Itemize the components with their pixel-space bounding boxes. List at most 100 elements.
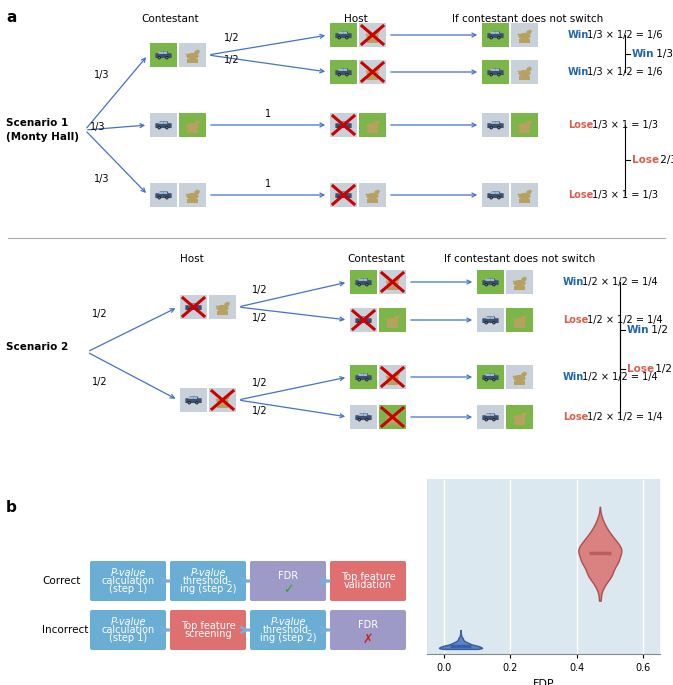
Ellipse shape [366,193,379,199]
Circle shape [491,74,492,75]
Polygon shape [159,121,169,124]
Bar [209,388,236,412]
Polygon shape [397,314,398,316]
Bar [522,381,524,385]
FancyBboxPatch shape [159,121,163,124]
FancyBboxPatch shape [355,280,371,285]
Bar [150,43,177,67]
Bar [367,129,370,133]
Circle shape [485,378,488,382]
Bar [477,405,504,429]
Circle shape [338,126,341,129]
Polygon shape [339,68,349,71]
Polygon shape [359,316,369,319]
Circle shape [339,74,340,75]
Text: P-value: P-value [110,617,146,627]
Bar [225,403,227,408]
Circle shape [366,379,367,380]
Circle shape [359,322,360,323]
Ellipse shape [378,30,380,32]
Bar [520,286,522,290]
FancyBboxPatch shape [335,71,352,75]
Text: ✓: ✓ [283,584,293,597]
Bar [392,323,395,328]
FancyBboxPatch shape [185,306,202,310]
Bar [375,38,378,43]
Bar [522,199,525,203]
Circle shape [338,36,341,40]
Bar [522,75,525,80]
Polygon shape [377,189,378,190]
Bar [395,323,398,328]
Bar [522,323,524,328]
FancyBboxPatch shape [363,414,367,416]
Bar [350,365,377,389]
Bar [330,183,357,207]
Circle shape [493,419,495,421]
Circle shape [346,197,348,199]
Text: b: b [6,500,17,515]
Text: (step 1): (step 1) [109,633,147,643]
Bar [482,60,509,84]
Circle shape [365,378,369,382]
Text: 1/2: 1/2 [92,377,108,387]
Circle shape [357,321,361,325]
Circle shape [489,36,493,40]
Text: Win: Win [563,372,584,382]
Ellipse shape [530,67,532,69]
Circle shape [493,379,495,380]
Text: ✗: ✗ [363,632,374,645]
FancyBboxPatch shape [90,561,166,601]
Polygon shape [529,189,530,190]
Ellipse shape [513,416,515,417]
Ellipse shape [522,373,526,377]
Bar [179,183,206,207]
FancyBboxPatch shape [163,192,167,194]
FancyBboxPatch shape [339,192,343,194]
Ellipse shape [378,190,380,192]
FancyBboxPatch shape [495,121,499,124]
Bar [506,365,533,389]
Circle shape [491,197,492,199]
Circle shape [339,37,340,38]
Ellipse shape [398,315,400,317]
Polygon shape [377,29,378,30]
Bar [350,270,377,294]
Ellipse shape [518,70,530,77]
Ellipse shape [530,30,532,32]
Polygon shape [197,189,199,190]
Circle shape [188,309,190,310]
Text: Contestant: Contestant [347,254,405,264]
Text: FDR: FDR [358,620,378,630]
FancyBboxPatch shape [486,316,490,319]
Circle shape [498,74,499,75]
Bar [525,38,527,43]
Bar [482,183,509,207]
Text: 1/2: 1/2 [252,406,268,416]
Text: Top feature: Top feature [180,621,236,631]
Circle shape [366,419,367,421]
Bar [373,75,375,80]
Ellipse shape [224,395,229,399]
Bar [482,23,509,47]
Text: validation: validation [344,580,392,590]
FancyBboxPatch shape [359,414,363,416]
Bar [390,421,392,425]
Ellipse shape [518,123,520,125]
Bar [511,113,538,137]
Ellipse shape [217,305,229,312]
Bar [330,113,357,137]
FancyBboxPatch shape [159,51,163,54]
FancyBboxPatch shape [483,415,499,420]
Text: 1/3: 1/3 [653,49,673,58]
Bar [525,75,527,80]
Ellipse shape [526,30,532,34]
FancyBboxPatch shape [155,123,172,128]
Polygon shape [359,373,369,376]
Circle shape [165,56,168,60]
Circle shape [498,127,499,129]
Bar [390,381,392,385]
Polygon shape [524,276,525,277]
Ellipse shape [526,67,532,71]
Circle shape [346,74,348,75]
